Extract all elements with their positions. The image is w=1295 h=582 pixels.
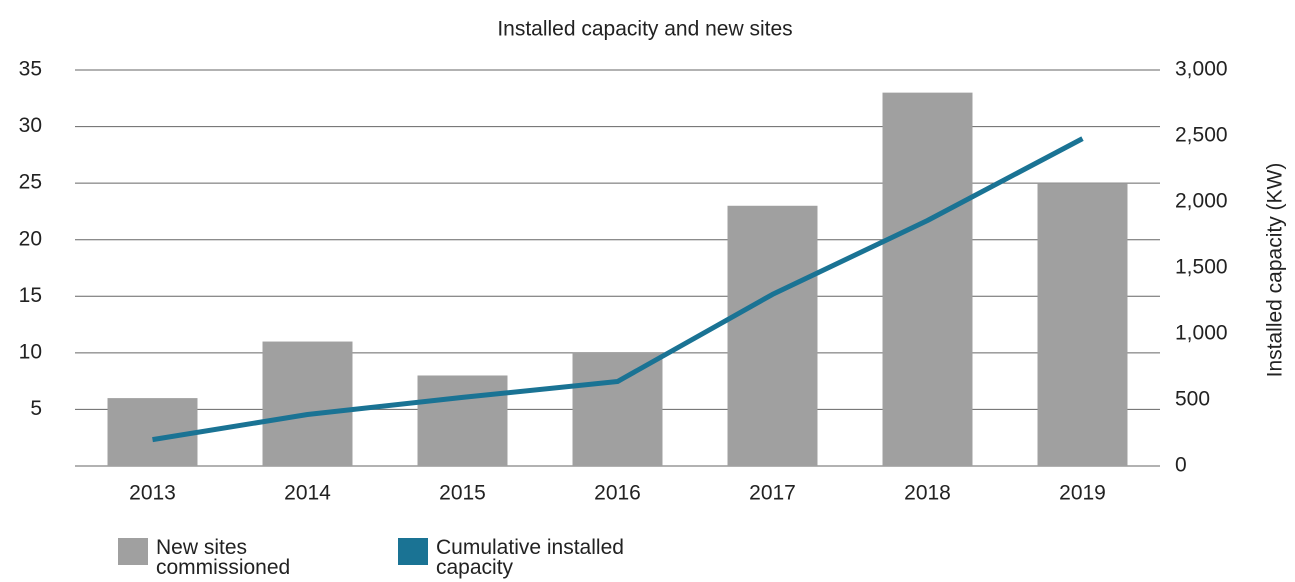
y2-tick-label: 0	[1175, 454, 1187, 477]
bar	[727, 205, 818, 466]
y2-tick-label: 1,500	[1175, 256, 1228, 279]
x-tick-label: 2019	[1059, 482, 1106, 505]
legend-item: New sites commissioned	[118, 536, 356, 579]
y2-axis-label: Installed capacity (KW)	[1264, 163, 1287, 378]
y2-tick-label: 2,500	[1175, 124, 1228, 147]
bar	[1037, 183, 1128, 466]
bar	[417, 375, 508, 466]
legend-swatch	[398, 538, 428, 565]
y-tick-label: 30	[19, 114, 42, 137]
x-tick-label: 2015	[439, 482, 486, 505]
bar	[107, 398, 198, 466]
chart: Installed capacity and new sites Install…	[19, 18, 1287, 505]
y2-tick-label: 500	[1175, 388, 1210, 411]
x-tick-label: 2013	[129, 482, 176, 505]
legend-label: New sites commissioned	[156, 536, 291, 579]
line	[152, 136, 1084, 443]
legend-item: Cumulative installed capacity	[398, 536, 666, 579]
y-tick-label: 10	[19, 340, 42, 363]
bar	[882, 92, 973, 466]
bar	[572, 352, 663, 466]
legend-swatch	[118, 538, 148, 565]
x-tick-label: 2014	[284, 482, 331, 505]
chart-title: Installed capacity and new sites	[497, 18, 792, 41]
x-tick-label: 2016	[594, 482, 641, 505]
legend-label: Cumulative installed capacity	[436, 536, 624, 579]
y-tick-label: 5	[30, 397, 42, 420]
y-tick-label: 15	[19, 284, 42, 307]
y2-tick-label: 1,000	[1175, 322, 1228, 345]
y-tick-label: 25	[19, 171, 42, 194]
x-tick-label: 2018	[904, 482, 951, 505]
y-tick-label: 35	[19, 58, 42, 81]
y-tick-label: 20	[19, 227, 42, 250]
y2-tick-label: 2,000	[1175, 190, 1228, 213]
y2-tick-label: 3,000	[1175, 58, 1228, 81]
x-tick-label: 2017	[749, 482, 796, 505]
bar	[262, 341, 353, 466]
